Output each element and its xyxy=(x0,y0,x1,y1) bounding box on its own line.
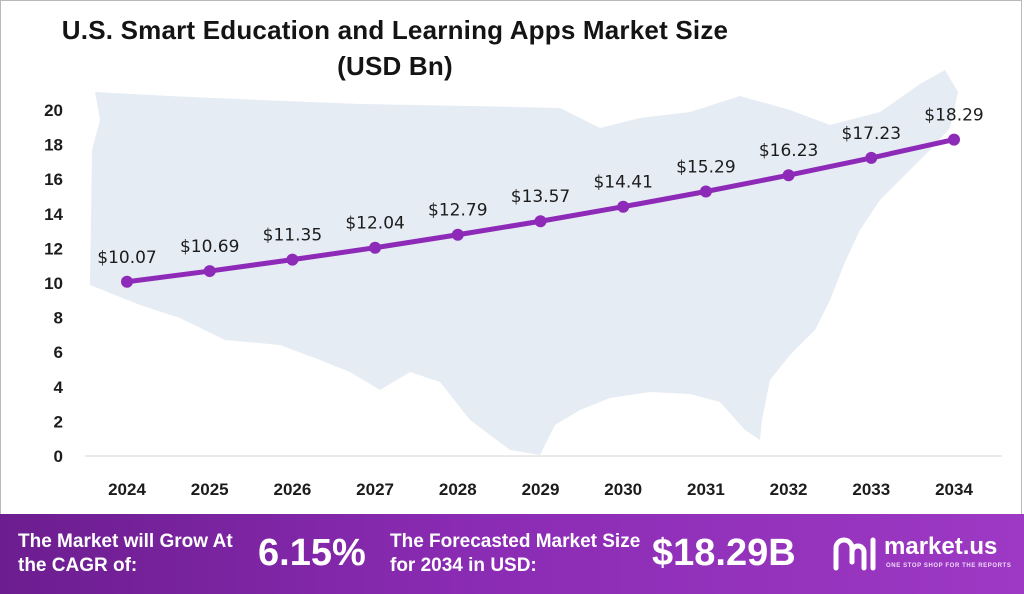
data-point xyxy=(369,241,382,254)
data-point xyxy=(948,133,960,146)
x-tick-label: 2029 xyxy=(522,480,560,499)
data-points xyxy=(121,133,960,288)
data-label: $10.07 xyxy=(97,248,156,268)
x-tick-label: 2034 xyxy=(935,480,973,499)
data-label: $16.23 xyxy=(759,141,818,161)
logo-tagline: ONE STOP SHOP FOR THE REPORTS xyxy=(886,563,1012,569)
data-label: $10.69 xyxy=(180,237,239,257)
x-tick-label: 2030 xyxy=(604,480,642,499)
usa-map-background xyxy=(90,70,958,455)
data-point xyxy=(617,200,630,213)
data-label: $13.57 xyxy=(511,187,570,207)
x-tick-label: 2031 xyxy=(687,480,725,499)
data-label: $11.35 xyxy=(263,226,322,246)
logo-name: market.us xyxy=(884,533,998,560)
market-us-logo: market.us ONE STOP SHOP FOR THE REPORTS xyxy=(832,532,1022,578)
y-axis-ticks: 0 2 4 6 8 10 12 14 16 18 20 xyxy=(44,101,63,466)
x-tick-label: 2027 xyxy=(356,480,394,499)
y-tick-label: 12 xyxy=(44,239,63,258)
logo-mark-icon xyxy=(833,537,876,571)
x-tick-label: 2024 xyxy=(108,480,146,499)
y-tick-label: 2 xyxy=(54,412,63,431)
title-line-1: U.S. Smart Education and Learning Apps M… xyxy=(61,15,729,45)
y-tick-label: 14 xyxy=(44,205,63,224)
cagr-value: 6.15% xyxy=(258,532,366,574)
y-tick-label: 20 xyxy=(44,101,63,120)
data-point xyxy=(286,253,299,266)
data-point xyxy=(534,215,547,228)
data-point xyxy=(865,151,878,164)
data-point xyxy=(699,185,712,198)
x-tick-label: 2028 xyxy=(439,480,477,499)
forecast-label: The Forecasted Market Size for 2034 in U… xyxy=(390,531,641,576)
y-tick-label: 8 xyxy=(54,309,63,328)
data-label: $12.79 xyxy=(428,201,487,221)
data-label: $18.29 xyxy=(924,106,983,126)
forecast-value: $18.29B xyxy=(652,532,796,574)
data-point xyxy=(451,228,464,241)
data-labels: $10.07 $10.69 $11.35 $12.04 $12.79 $13.57 $14.… xyxy=(97,106,983,268)
y-tick-label: 6 xyxy=(54,343,63,362)
y-tick-label: 0 xyxy=(54,447,63,466)
x-tick-label: 2033 xyxy=(852,480,890,499)
x-axis-ticks: 2024 2025 2026 2027 2028 2029 2030 2031 2032 2033… xyxy=(108,480,973,499)
data-label: $14.41 xyxy=(593,173,652,193)
y-tick-label: 16 xyxy=(44,170,63,189)
usa-map-shape xyxy=(90,70,958,455)
data-label: $17.23 xyxy=(842,124,901,144)
x-tick-label: 2026 xyxy=(273,480,311,499)
title-line-2: (USD Bn) xyxy=(337,51,453,81)
x-tick-label: 2025 xyxy=(191,480,229,499)
data-label: $15.29 xyxy=(676,157,735,177)
data-point xyxy=(203,265,216,278)
y-tick-label: 4 xyxy=(54,378,64,397)
chart-title: U.S. Smart Education and Learning Apps M… xyxy=(0,12,790,84)
data-label: $12.04 xyxy=(345,214,404,234)
y-tick-label: 18 xyxy=(44,136,63,155)
footer-banner: The Market will Grow At the CAGR of: 6.1… xyxy=(0,514,1024,594)
x-tick-label: 2032 xyxy=(770,480,808,499)
cagr-label: The Market will Grow At the CAGR of: xyxy=(18,531,233,576)
data-point xyxy=(782,169,795,182)
y-tick-label: 10 xyxy=(44,274,63,293)
data-point xyxy=(121,275,133,288)
